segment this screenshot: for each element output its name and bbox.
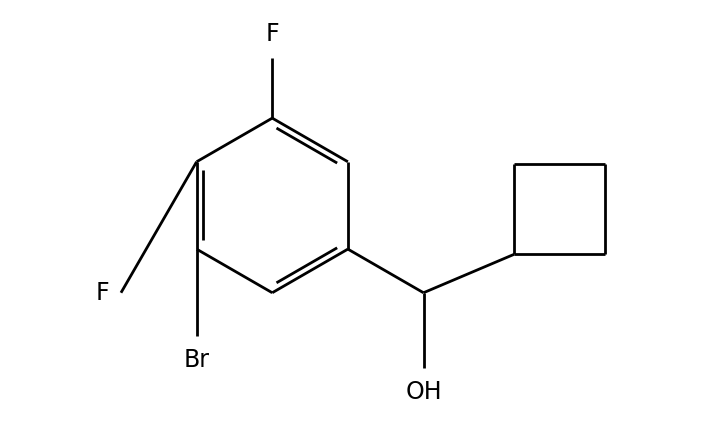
Text: F: F (96, 281, 110, 305)
Text: F: F (266, 22, 279, 46)
Text: Br: Br (184, 348, 210, 372)
Text: OH: OH (405, 380, 442, 404)
